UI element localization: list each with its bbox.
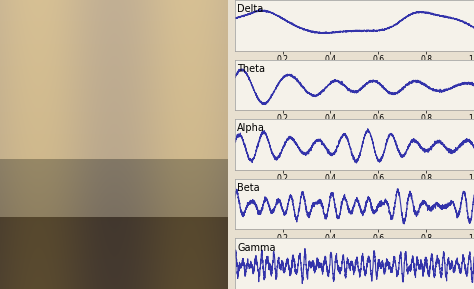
- Text: Delta: Delta: [237, 4, 264, 14]
- Text: Gamma: Gamma: [237, 242, 276, 253]
- Text: Alpha: Alpha: [237, 123, 265, 133]
- Text: Beta: Beta: [237, 183, 260, 193]
- Text: Theta: Theta: [237, 64, 265, 74]
